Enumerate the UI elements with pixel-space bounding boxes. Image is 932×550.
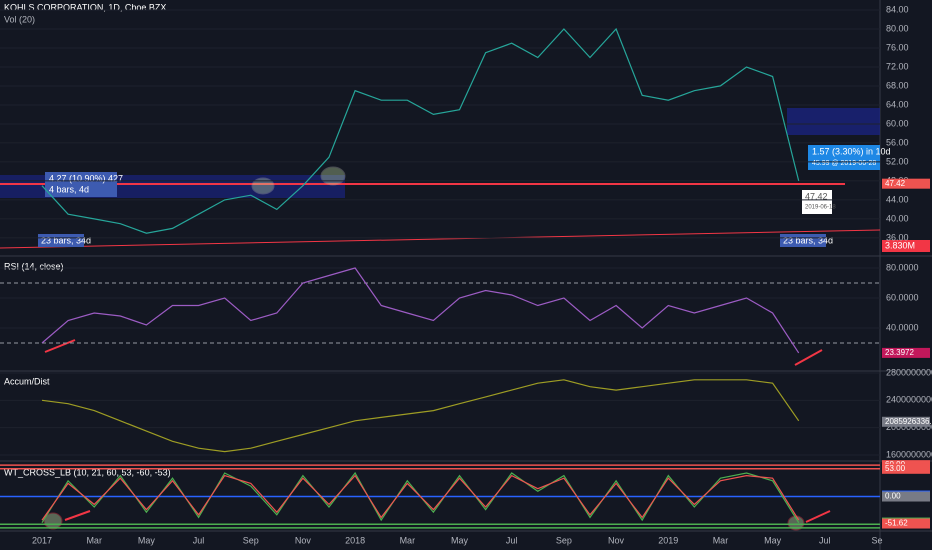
measure-label: 4 bars, 4d — [49, 184, 89, 194]
y-tick-label: 72.00 — [886, 61, 909, 71]
volume-tag-box — [882, 240, 930, 252]
x-tick-label: Jul — [506, 535, 518, 545]
range-box — [787, 108, 880, 135]
y-tick-label: 40.0000 — [886, 322, 919, 332]
x-tick-label: May — [451, 535, 469, 545]
divergence-line — [64, 510, 91, 521]
x-tick-label: May — [138, 535, 156, 545]
y-tick-label: 2800000000.00 — [886, 367, 932, 377]
y-tick-label: 80.0000 — [886, 262, 919, 272]
series-line — [41, 379, 800, 453]
value-tag — [882, 491, 930, 502]
x-tick-label: Jul — [193, 535, 205, 545]
highlight — [251, 177, 275, 195]
value-tag — [882, 518, 930, 529]
range-label: 23 bars, 34d — [41, 235, 91, 245]
value-tag — [882, 463, 930, 474]
price-tag-date: 2019-06-18 — [805, 205, 836, 211]
value-tag-label: 47.42 — [885, 179, 906, 188]
divergence-line — [44, 339, 76, 353]
y-tick-label: 1600000000.00 — [886, 449, 932, 459]
x-tick-label: Nov — [295, 535, 312, 545]
range-label: 23 bars, 34d — [783, 235, 833, 245]
subtitle: Vol (20) — [4, 14, 35, 24]
x-tick-label: 2018 — [345, 535, 365, 545]
chart-title: KOHLS CORPORATION, 1D, Cboe BZX — [4, 2, 166, 12]
measure-label: 1.57 (3.30%) in 10d — [812, 146, 891, 156]
pane-title: WT_CROSS_LB (10, 21, 60, 53, -60, -53) — [4, 467, 171, 477]
y-tick-label: 52.00 — [886, 156, 909, 166]
pane-title: Accum/Dist — [4, 376, 50, 386]
x-tick-label: Mar — [86, 535, 102, 545]
highlight — [43, 512, 63, 530]
value-tag-label: -51.62 — [885, 519, 908, 528]
x-tick-label: 2017 — [32, 535, 52, 545]
divergence-line — [794, 349, 823, 366]
measure-box — [808, 145, 880, 170]
value-tag-label: 53.00 — [885, 464, 906, 473]
value-tag — [882, 178, 930, 189]
x-tick-label: Sep — [556, 535, 572, 545]
range-label-box — [780, 234, 826, 247]
value-tag — [882, 347, 930, 358]
series-line — [41, 474, 800, 521]
y-tick-label: 84.00 — [886, 4, 909, 14]
price-tag: 47.42 — [805, 191, 828, 201]
x-tick-label: Sep — [243, 535, 259, 545]
measure-label: 4.27 (10.90%) 427 — [49, 173, 123, 183]
x-tick-label: 2019 — [658, 535, 678, 545]
x-tick-label: Nov — [608, 535, 625, 545]
series-line — [41, 27, 800, 234]
y-tick-label: 2000000000.00 — [886, 422, 932, 432]
range-label-box — [38, 234, 84, 247]
price-tag-box — [802, 190, 832, 214]
y-tick-label: 76.00 — [886, 42, 909, 52]
y-tick-label: 2400000000.00 — [886, 395, 932, 405]
x-tick-label: Se — [871, 535, 882, 545]
trend-line — [0, 229, 881, 249]
value-tag-label: 0.00 — [885, 492, 901, 501]
y-tick-label: 68.00 — [886, 80, 909, 90]
highlight — [320, 166, 346, 186]
y-tick-label: 64.00 — [886, 99, 909, 109]
y-tick-label: 60.00 — [886, 118, 909, 128]
x-tick-label: May — [764, 535, 782, 545]
y-tick-label: 36.00 — [886, 232, 909, 242]
volume-tag: 3.830M — [885, 240, 915, 250]
x-tick-label: Mar — [400, 535, 416, 545]
measure-label: 45.99 @ 2019-06-28 — [812, 160, 876, 167]
series-line — [41, 267, 800, 354]
pane-title: RSI (14, close) — [4, 261, 64, 271]
measure-box — [45, 172, 117, 197]
divergence-line — [805, 510, 831, 523]
value-tag-label: 2085926336.3070 — [885, 417, 932, 426]
y-tick-label: 40.00 — [886, 213, 909, 223]
value-tag-label: 23.3972 — [885, 348, 914, 357]
x-tick-label: Mar — [713, 535, 729, 545]
y-tick-label: 80.00 — [886, 23, 909, 33]
y-tick-label: 56.00 — [886, 137, 909, 147]
y-tick-label: 44.00 — [886, 194, 909, 204]
y-tick-label: 60.0000 — [886, 292, 919, 302]
value-tag — [882, 416, 930, 427]
x-tick-label: Jul — [819, 535, 831, 545]
